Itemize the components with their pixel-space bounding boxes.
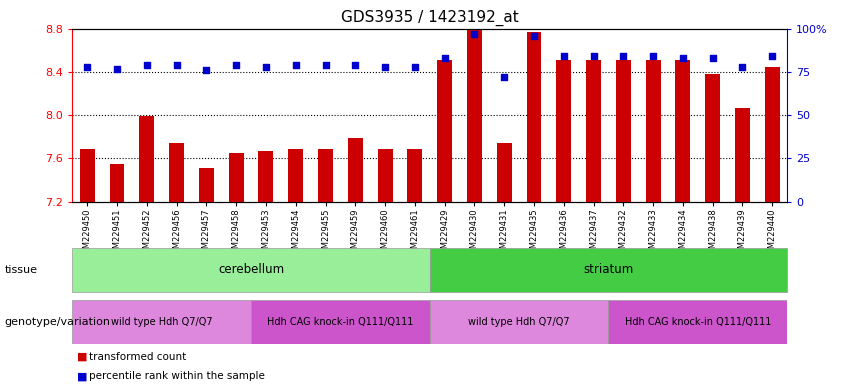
Text: cerebellum: cerebellum — [218, 263, 284, 276]
Bar — [72, 248, 430, 292]
Point — [646, 53, 660, 60]
Point — [318, 62, 332, 68]
Point — [467, 31, 481, 37]
Text: genotype/variation: genotype/variation — [4, 316, 111, 327]
Bar — [288, 149, 303, 202]
Bar — [80, 149, 94, 202]
Bar — [72, 300, 251, 344]
Text: wild type Hdh Q7/Q7: wild type Hdh Q7/Q7 — [468, 316, 570, 327]
Point — [140, 62, 153, 68]
Point — [348, 62, 362, 68]
Point — [705, 55, 719, 61]
Bar — [497, 143, 511, 202]
Point — [437, 55, 451, 61]
Point — [557, 53, 570, 60]
Text: Hdh CAG knock-in Q111/Q111: Hdh CAG knock-in Q111/Q111 — [625, 316, 771, 327]
Point — [497, 74, 511, 80]
Point — [765, 53, 779, 60]
Point — [676, 55, 689, 61]
Text: transformed count: transformed count — [89, 352, 186, 362]
Text: ■: ■ — [77, 352, 87, 362]
Text: tissue: tissue — [4, 265, 37, 275]
Bar — [430, 300, 608, 344]
Text: striatum: striatum — [583, 263, 634, 276]
Title: GDS3935 / 1423192_at: GDS3935 / 1423192_at — [341, 10, 518, 26]
Bar — [169, 143, 184, 202]
Bar — [676, 60, 690, 202]
Bar — [616, 60, 631, 202]
Bar — [259, 151, 273, 202]
Bar — [467, 29, 482, 202]
Bar — [318, 149, 333, 202]
Bar — [229, 153, 243, 202]
Point — [110, 65, 124, 71]
Bar — [735, 108, 750, 202]
Point — [288, 62, 302, 68]
Point — [199, 67, 213, 73]
Text: Hdh CAG knock-in Q111/Q111: Hdh CAG knock-in Q111/Q111 — [267, 316, 414, 327]
Bar — [378, 149, 392, 202]
Point — [616, 53, 630, 60]
Bar — [705, 74, 720, 202]
Bar — [408, 149, 422, 202]
Bar — [348, 138, 363, 202]
Point — [586, 53, 600, 60]
Text: ■: ■ — [77, 371, 87, 381]
Bar — [199, 168, 214, 202]
Bar — [557, 60, 571, 202]
Point — [527, 33, 540, 39]
Bar — [765, 66, 780, 202]
Point — [229, 62, 243, 68]
Bar — [437, 60, 452, 202]
Bar — [586, 60, 601, 202]
Point — [80, 64, 94, 70]
Text: percentile rank within the sample: percentile rank within the sample — [89, 371, 266, 381]
Bar — [608, 300, 787, 344]
Bar — [140, 116, 154, 202]
Point — [169, 62, 183, 68]
Bar — [430, 248, 787, 292]
Point — [378, 64, 391, 70]
Point — [408, 64, 421, 70]
Text: wild type Hdh Q7/Q7: wild type Hdh Q7/Q7 — [111, 316, 213, 327]
Point — [259, 64, 272, 70]
Bar — [646, 60, 660, 202]
Bar — [251, 300, 430, 344]
Bar — [110, 164, 124, 202]
Point — [735, 64, 749, 70]
Bar — [527, 32, 541, 202]
